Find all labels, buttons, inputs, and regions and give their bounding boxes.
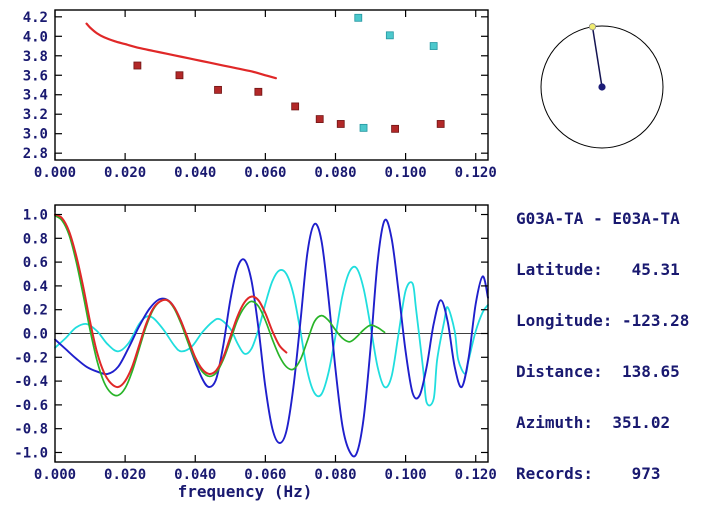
records-line: Records: 973 — [516, 464, 661, 483]
station-info-panel: G03A-TA - E03A-TA Latitude: 45.31 Longit… — [516, 176, 689, 516]
x-tick-label: 0.020 — [104, 165, 146, 181]
azimuth-line: Azimuth: 351.02 — [516, 413, 671, 432]
y-tick-label: -1.0 — [14, 445, 48, 461]
longitude-line: Longitude: -123.28 — [516, 311, 690, 330]
dispersion-picks-cyan — [354, 13, 438, 132]
dispersion-picks-cyan-marker[interactable] — [354, 13, 363, 22]
dispersion-velocity-chart[interactable]: 0.000 0.020 0.040 0.060 0.080 0.100 0.120 4.2 4.… — [0, 0, 500, 190]
x-tick-label: 0.080 — [314, 165, 356, 181]
dispersion-picks-red-marker[interactable] — [436, 120, 445, 128]
y-tick-label: 3.8 — [23, 49, 48, 65]
x-tick-label: 0.000 — [34, 165, 76, 181]
dispersion-picks-cyan-marker[interactable] — [429, 42, 438, 50]
y-tick-label: -0.6 — [14, 398, 48, 414]
dispersion-picks-red-marker[interactable] — [315, 115, 324, 123]
center-station-dot — [598, 83, 606, 91]
compass-ring — [540, 25, 664, 149]
y-tick-label: 4.0 — [23, 29, 48, 45]
y-tick-label: 3.0 — [23, 127, 48, 143]
x-tick-label: 0.120 — [455, 165, 497, 181]
dispersion-picks-red-marker[interactable] — [336, 120, 345, 128]
y-tick-label: 3.4 — [23, 88, 48, 104]
x-tick-label: 0.120 — [455, 467, 497, 483]
y-tick-label: 0.8 — [23, 231, 48, 247]
y-tick-label: -0.2 — [14, 350, 48, 366]
y-tick-label: 0.6 — [23, 255, 48, 271]
green-waveform — [54, 214, 386, 397]
reference-dispersion-curve — [85, 22, 277, 80]
azimuth-needle — [591, 26, 603, 88]
y-tick-label: 0.0 — [23, 327, 48, 343]
frequency-axis-label: frequency (Hz) — [177, 482, 313, 501]
y-tick-label: 0.4 — [23, 279, 48, 295]
y-tick-label: 4.2 — [23, 10, 48, 26]
y-tick-label: 1.0 — [23, 208, 48, 224]
red-waveform — [54, 213, 288, 389]
x-tick-label: 0.100 — [385, 165, 427, 181]
azimuth-compass — [540, 23, 664, 149]
station-pair-title: G03A-TA - E03A-TA — [516, 209, 680, 228]
dispersion-picks-cyan-marker[interactable] — [385, 31, 394, 40]
axes-frame: 0.000 0.020 0.040 0.060 0.080 0.100 0.120 1.0 0.… — [14, 204, 497, 483]
x-tick-label: 0.020 — [104, 467, 146, 483]
x-tick-label: 0.040 — [174, 165, 216, 181]
x-tick-label: 0.100 — [385, 467, 427, 483]
dispersion-picks-red — [133, 61, 445, 133]
x-tick-label: 0.080 — [314, 467, 356, 483]
y-tick-label: 3.6 — [23, 68, 48, 84]
dispersion-picks-red-marker[interactable] — [133, 61, 142, 70]
y-tick-label: 3.2 — [23, 107, 48, 123]
cyan-waveform — [54, 265, 489, 407]
latitude-line: Latitude: 45.31 — [516, 260, 680, 279]
dispersion-picks-red-marker[interactable] — [214, 85, 222, 94]
distance-line: Distance: 138.65 — [516, 362, 680, 381]
blue-waveform — [54, 218, 489, 458]
x-tick-label: 0.060 — [244, 467, 286, 483]
x-tick-label: 0.060 — [244, 165, 286, 181]
y-tick-label: -0.8 — [14, 422, 48, 438]
dispersion-picks-red-marker[interactable] — [254, 87, 263, 96]
dispersion-picks-red-marker[interactable] — [175, 71, 184, 80]
remote-station-dot — [588, 23, 597, 31]
dispersion-picks-red-marker[interactable] — [391, 124, 399, 133]
axes-frame: 0.000 0.020 0.040 0.060 0.080 0.100 0.120 4.2 4.… — [23, 9, 497, 181]
dispersion-picks-red-marker[interactable] — [291, 102, 300, 111]
waveform-correlation-chart[interactable]: 0.000 0.020 0.040 0.060 0.080 0.100 0.120 1.0 0.… — [0, 196, 500, 496]
x-tick-label: 0.000 — [34, 467, 76, 483]
dispersion-picks-cyan-marker[interactable] — [359, 123, 368, 132]
y-tick-label: 0.2 — [23, 303, 48, 319]
y-tick-label: 2.8 — [23, 146, 48, 162]
x-tick-label: 0.040 — [174, 467, 216, 483]
y-tick-label: -0.4 — [14, 374, 48, 390]
